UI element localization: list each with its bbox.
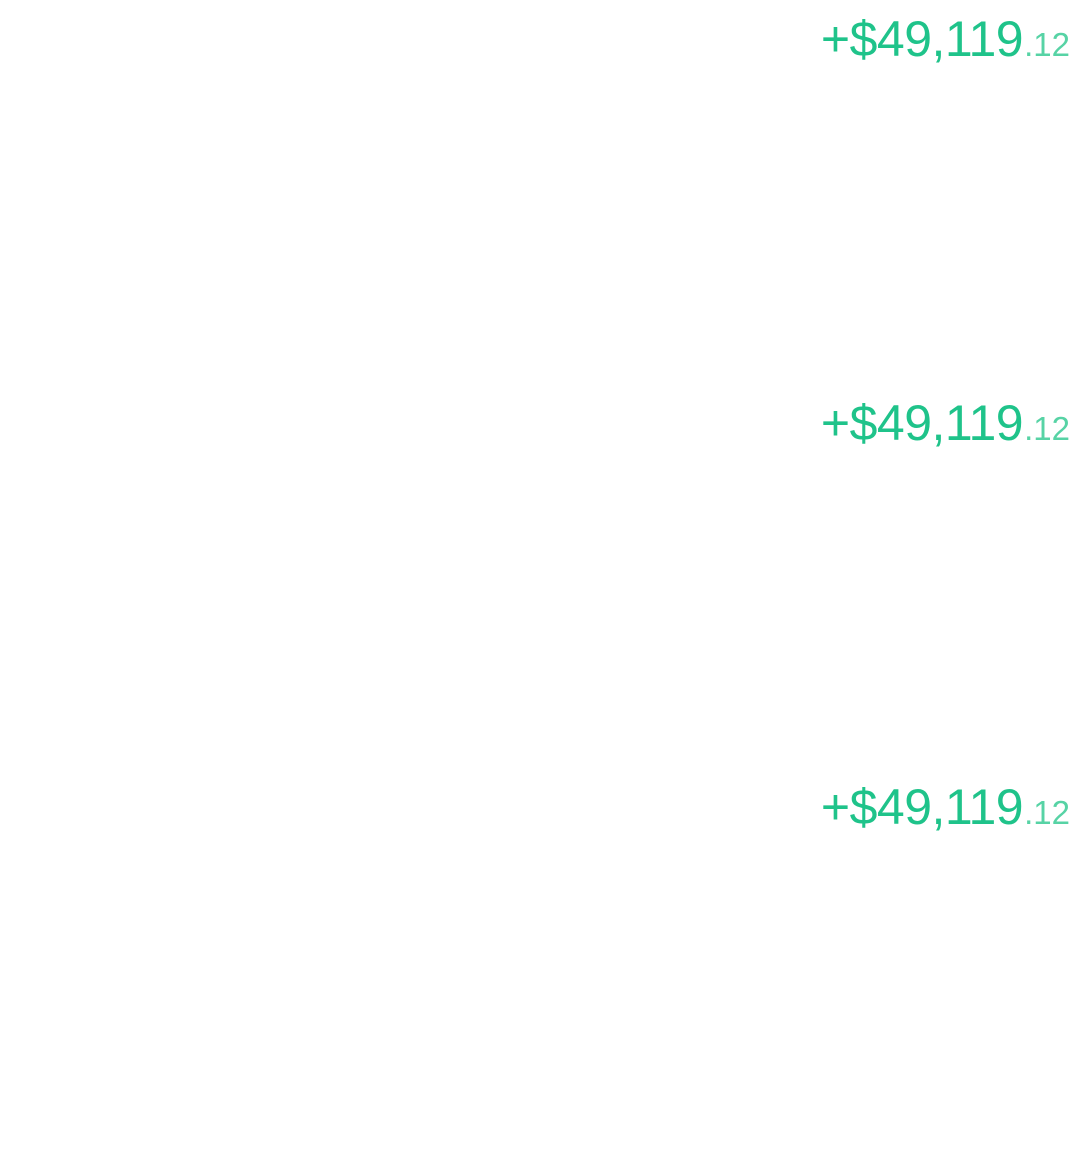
- gain-amount-cents: .12: [1024, 794, 1070, 831]
- gain-amount-cents: .12: [1024, 410, 1070, 447]
- gain-amount-dollars: +$49,119: [820, 779, 1024, 835]
- balance-row: +$49,119.12: [0, 384, 1074, 768]
- gain-amount-cents: .12: [1024, 26, 1070, 63]
- gain-amount-dollars: +$49,119: [820, 11, 1024, 67]
- balance-row: +$49,119.12: [0, 768, 1074, 1152]
- gain-amount: +$49,119.12: [821, 782, 1070, 832]
- balance-row: +$49,119.12: [0, 0, 1074, 384]
- gain-amount-dollars: +$49,119: [820, 395, 1024, 451]
- gain-amount: +$49,119.12: [821, 398, 1070, 448]
- gain-amount: +$49,119.12: [821, 14, 1070, 64]
